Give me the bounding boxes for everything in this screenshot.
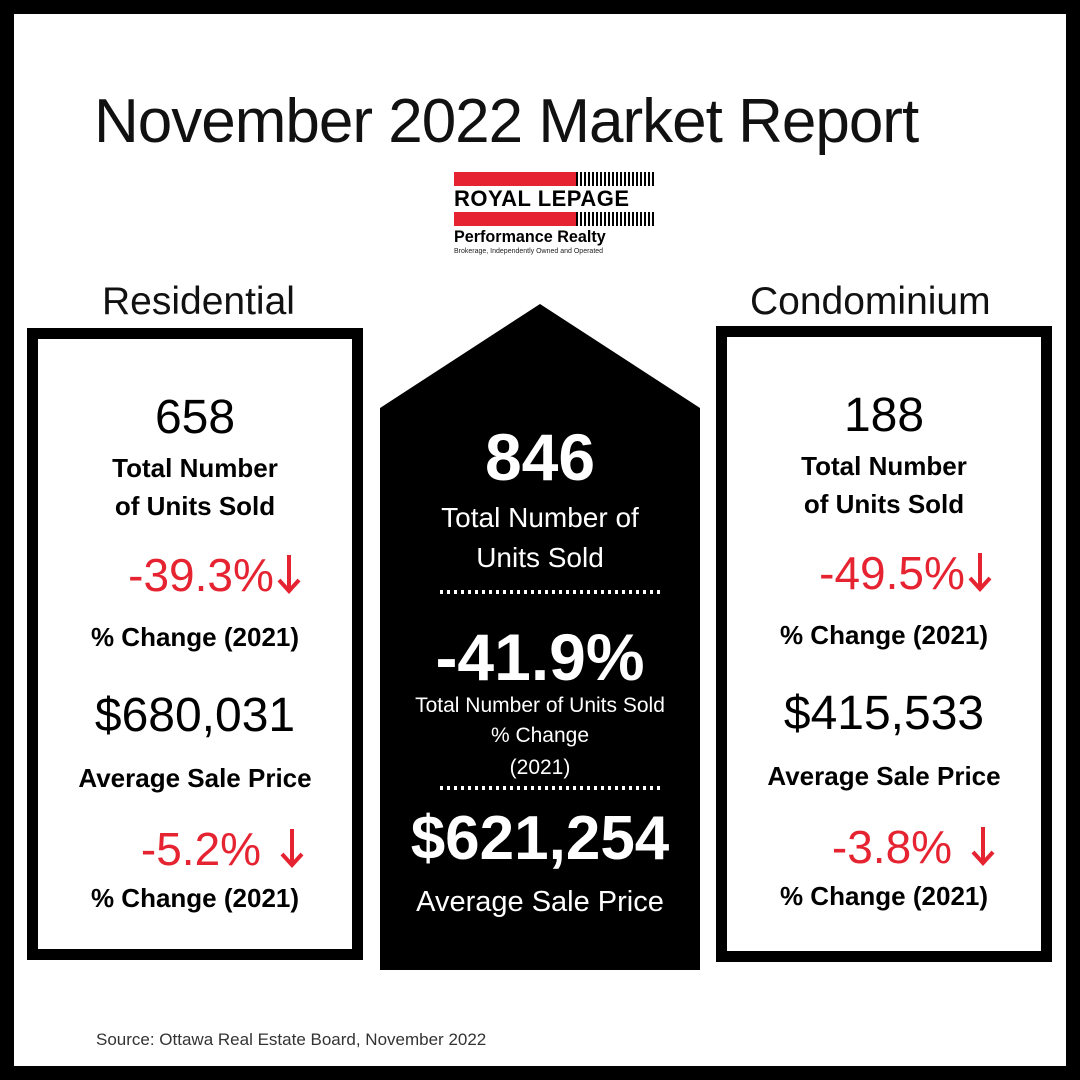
condominium-avg-price-label: Average Sale Price — [767, 761, 1001, 791]
dotted-divider — [440, 590, 660, 594]
logo-top-bar — [454, 172, 654, 186]
total-units-change-value: -41.9% — [435, 620, 645, 694]
residential-units-change: -39.3% — [78, 549, 352, 605]
house-shape — [380, 304, 700, 970]
arrow-down-icon — [279, 827, 305, 879]
condominium-units-change-label: % Change (2021) — [779, 620, 989, 650]
logo-company-name: Performance Realty — [454, 227, 606, 246]
royal-lepage-logo: ROYAL LEPAGE Performance Realty Brokerag… — [454, 172, 654, 256]
total-market-house: 846 Total Number of Units Sold -41.9% To… — [380, 290, 700, 970]
condominium-units-value: 188 — [843, 389, 925, 442]
logo-brand: ROYAL LEPAGE — [454, 186, 630, 211]
arrow-down-icon — [967, 551, 993, 603]
total-change-label-3: (2021) — [509, 756, 571, 779]
condominium-price-change-label: % Change (2021) — [779, 881, 989, 911]
condominium-units-label-2: of Units Sold — [803, 489, 965, 519]
residential-avg-price-label: Average Sale Price — [78, 763, 312, 793]
total-avg-price-label: Average Sale Price — [416, 886, 664, 918]
condominium-units-change: -49.5% — [771, 547, 1041, 603]
logo-tagline: Brokerage, Independently Owned and Opera… — [454, 248, 604, 255]
residential-units-change-value: -39.3% — [128, 549, 274, 601]
condominium-units-label-1: Total Number — [801, 451, 967, 481]
page-title: November 2022 Market Report — [94, 87, 919, 156]
residential-units-value: 658 — [154, 391, 236, 444]
condominium-heading: Condominium — [750, 280, 991, 323]
residential-avg-price-value: $680,031 — [94, 689, 296, 742]
residential-card: 658 Total Number of Units Sold -39.3% % … — [27, 328, 363, 960]
condominium-units-change-value: -49.5% — [819, 547, 965, 599]
residential-units-label-1: Total Number — [112, 453, 278, 483]
arrow-down-icon — [276, 553, 302, 605]
source-note: Source: Ottawa Real Estate Board, Novemb… — [96, 1030, 487, 1049]
residential-price-change-value: -5.2% — [140, 823, 262, 875]
residential-units-change-label: % Change (2021) — [90, 622, 300, 652]
total-change-label-1: Total Number of Units Sold — [415, 694, 665, 717]
residential-heading: Residential — [102, 280, 295, 323]
total-units-value: 846 — [484, 420, 596, 494]
condominium-avg-price-value: $415,533 — [783, 687, 985, 740]
arrow-down-icon — [970, 825, 996, 877]
dotted-divider — [440, 786, 660, 790]
total-units-label-2: Units Sold — [476, 542, 604, 573]
logo-bottom-bar — [454, 212, 654, 226]
residential-units-label-2: of Units Sold — [114, 491, 276, 521]
residential-price-change-label: % Change (2021) — [90, 883, 300, 913]
condominium-price-change: -3.8% — [787, 821, 1041, 877]
total-units-label-1: Total Number of — [441, 502, 639, 533]
condominium-price-change-value: -3.8% — [831, 821, 953, 873]
condominium-card: 188 Total Number of Units Sold -49.5% % … — [716, 326, 1052, 962]
residential-price-change: -5.2% — [94, 823, 352, 879]
total-change-label-2: % Change — [490, 724, 590, 747]
total-avg-price-value: $621,254 — [410, 804, 670, 873]
